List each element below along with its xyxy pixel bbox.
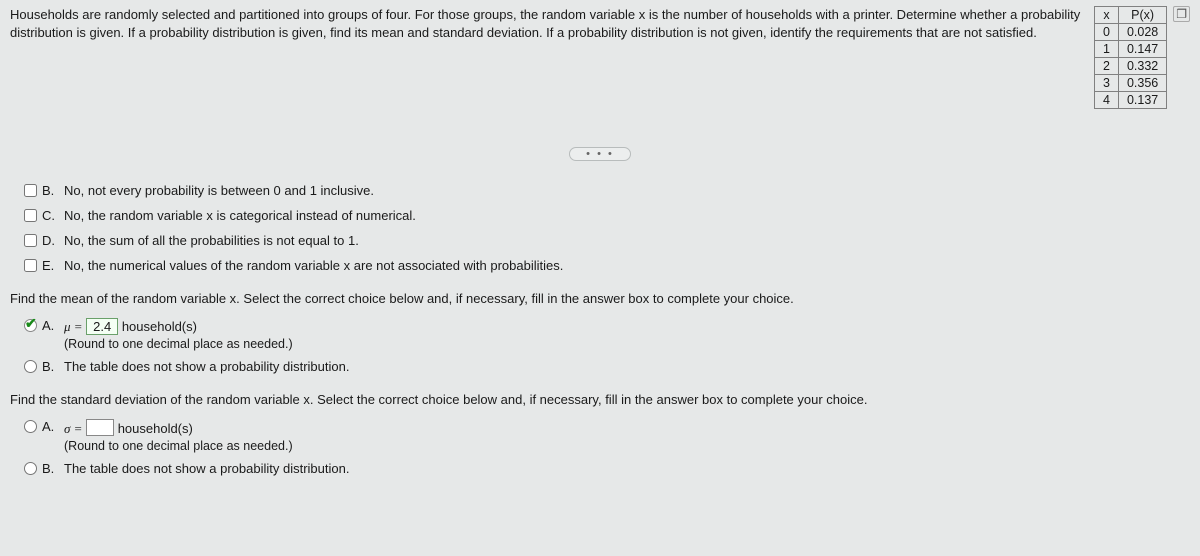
requirements-choices: B. No, not every probability is between … [24,179,1190,279]
cell-px: 0.147 [1118,41,1166,58]
table-header-px: P(x) [1118,7,1166,24]
choice-letter: B. [42,183,64,198]
choice-c: C. No, the random variable x is categori… [24,204,1190,229]
checkbox-b[interactable] [24,184,37,197]
radio-sd-b[interactable] [24,462,37,475]
cell-px: 0.028 [1118,24,1166,41]
mean-units: household(s) [122,319,197,334]
cell-x: 1 [1095,41,1119,58]
table-row: 10.147 [1095,41,1167,58]
choice-letter: D. [42,233,64,248]
choice-e: E. No, the numerical values of the rando… [24,254,1190,279]
table-row: 30.356 [1095,75,1167,92]
table-header-px-label: P(x) [1131,8,1154,22]
sd-prompt: Find the standard deviation of the rando… [10,392,1190,407]
checkbox-e[interactable] [24,259,37,272]
sd-choice-a: A. σ = household(s) (Round to one decima… [24,415,1190,457]
question-text: Households are randomly selected and par… [10,6,1094,41]
cell-px: 0.137 [1118,92,1166,109]
choice-letter: A. [42,318,64,333]
choice-text: No, the random variable x is categorical… [64,208,1190,223]
choice-text: No, not every probability is between 0 a… [64,183,1190,198]
sd-choices: A. σ = household(s) (Round to one decima… [24,415,1190,482]
choice-letter: C. [42,208,64,223]
radio-sd-a[interactable] [24,420,37,433]
table-row: 00.028 [1095,24,1167,41]
cell-x: 0 [1095,24,1119,41]
checkbox-c[interactable] [24,209,37,222]
probability-table: x P(x) 00.028 10.147 20.332 30.356 40.13… [1094,6,1167,109]
choice-b: B. No, not every probability is between … [24,179,1190,204]
sigma-symbol: σ = [64,421,82,436]
radio-mean-b[interactable] [24,360,37,373]
mean-answer-box[interactable]: 2.4 [86,318,118,335]
cell-px: 0.356 [1118,75,1166,92]
expand-button[interactable]: • • • [569,147,631,161]
cell-px: 0.332 [1118,58,1166,75]
table-row: 20.332 [1095,58,1167,75]
radio-mean-a-checked[interactable] [24,319,37,332]
sd-units: household(s) [118,421,193,436]
mean-choices: A. μ = 2.4 household(s) (Round to one de… [24,314,1190,380]
mean-prompt: Find the mean of the random variable x. … [10,291,1190,306]
copy-icon[interactable]: ❐ [1173,6,1190,22]
mean-choice-a: A. μ = 2.4 household(s) (Round to one de… [24,314,1190,355]
choice-letter: A. [42,419,64,434]
expand-row: • • • [10,145,1190,161]
choice-letter: B. [42,359,64,374]
top-row: Households are randomly selected and par… [10,6,1190,109]
choice-text: The table does not show a probability di… [64,359,1190,374]
choice-text: No, the numerical values of the random v… [64,258,1190,273]
mean-round-note: (Round to one decimal place as needed.) [64,337,1190,351]
cell-x: 2 [1095,58,1119,75]
question-page: Households are randomly selected and par… [0,0,1200,556]
cell-x: 4 [1095,92,1119,109]
table-row: 40.137 [1095,92,1167,109]
choice-text: μ = 2.4 household(s) (Round to one decim… [64,318,1190,351]
choice-d: D. No, the sum of all the probabilities … [24,229,1190,254]
choice-letter: B. [42,461,64,476]
choice-text: The table does not show a probability di… [64,461,1190,476]
sd-answer-box[interactable] [86,419,114,436]
mu-symbol: μ = [64,319,83,334]
table-header-x: x [1095,7,1119,24]
choice-text: No, the sum of all the probabilities is … [64,233,1190,248]
checkbox-d[interactable] [24,234,37,247]
choice-letter: E. [42,258,64,273]
cell-x: 3 [1095,75,1119,92]
sd-round-note: (Round to one decimal place as needed.) [64,439,1190,453]
choice-text: σ = household(s) (Round to one decimal p… [64,419,1190,453]
mean-choice-b: B. The table does not show a probability… [24,355,1190,380]
sd-choice-b: B. The table does not show a probability… [24,457,1190,482]
